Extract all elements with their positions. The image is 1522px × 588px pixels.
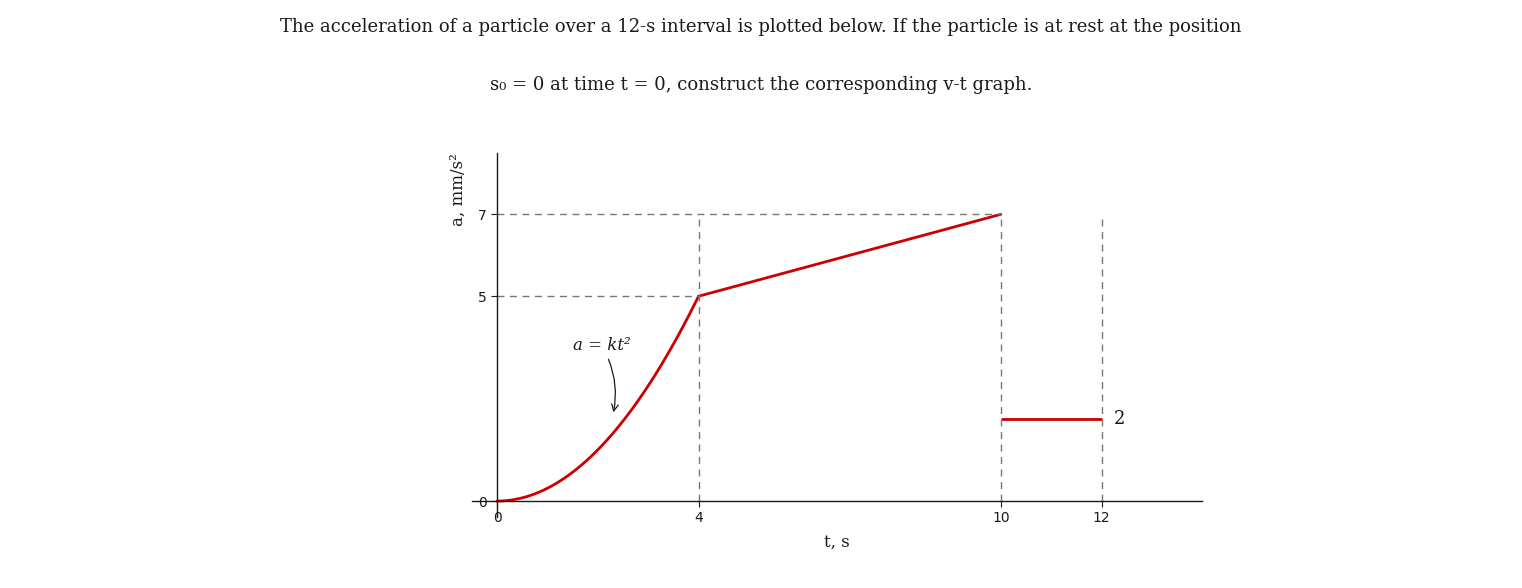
X-axis label: t, s: t, s bbox=[825, 534, 849, 551]
Y-axis label: a, mm/s²: a, mm/s² bbox=[449, 153, 467, 226]
Text: The acceleration of a particle over a 12-s interval is plotted below. If the par: The acceleration of a particle over a 12… bbox=[280, 18, 1242, 36]
Text: s₀ = 0 at time t = 0, construct the corresponding v-t graph.: s₀ = 0 at time t = 0, construct the corr… bbox=[490, 76, 1032, 95]
Text: 2: 2 bbox=[1114, 410, 1126, 428]
Text: a = kt²: a = kt² bbox=[572, 337, 630, 411]
